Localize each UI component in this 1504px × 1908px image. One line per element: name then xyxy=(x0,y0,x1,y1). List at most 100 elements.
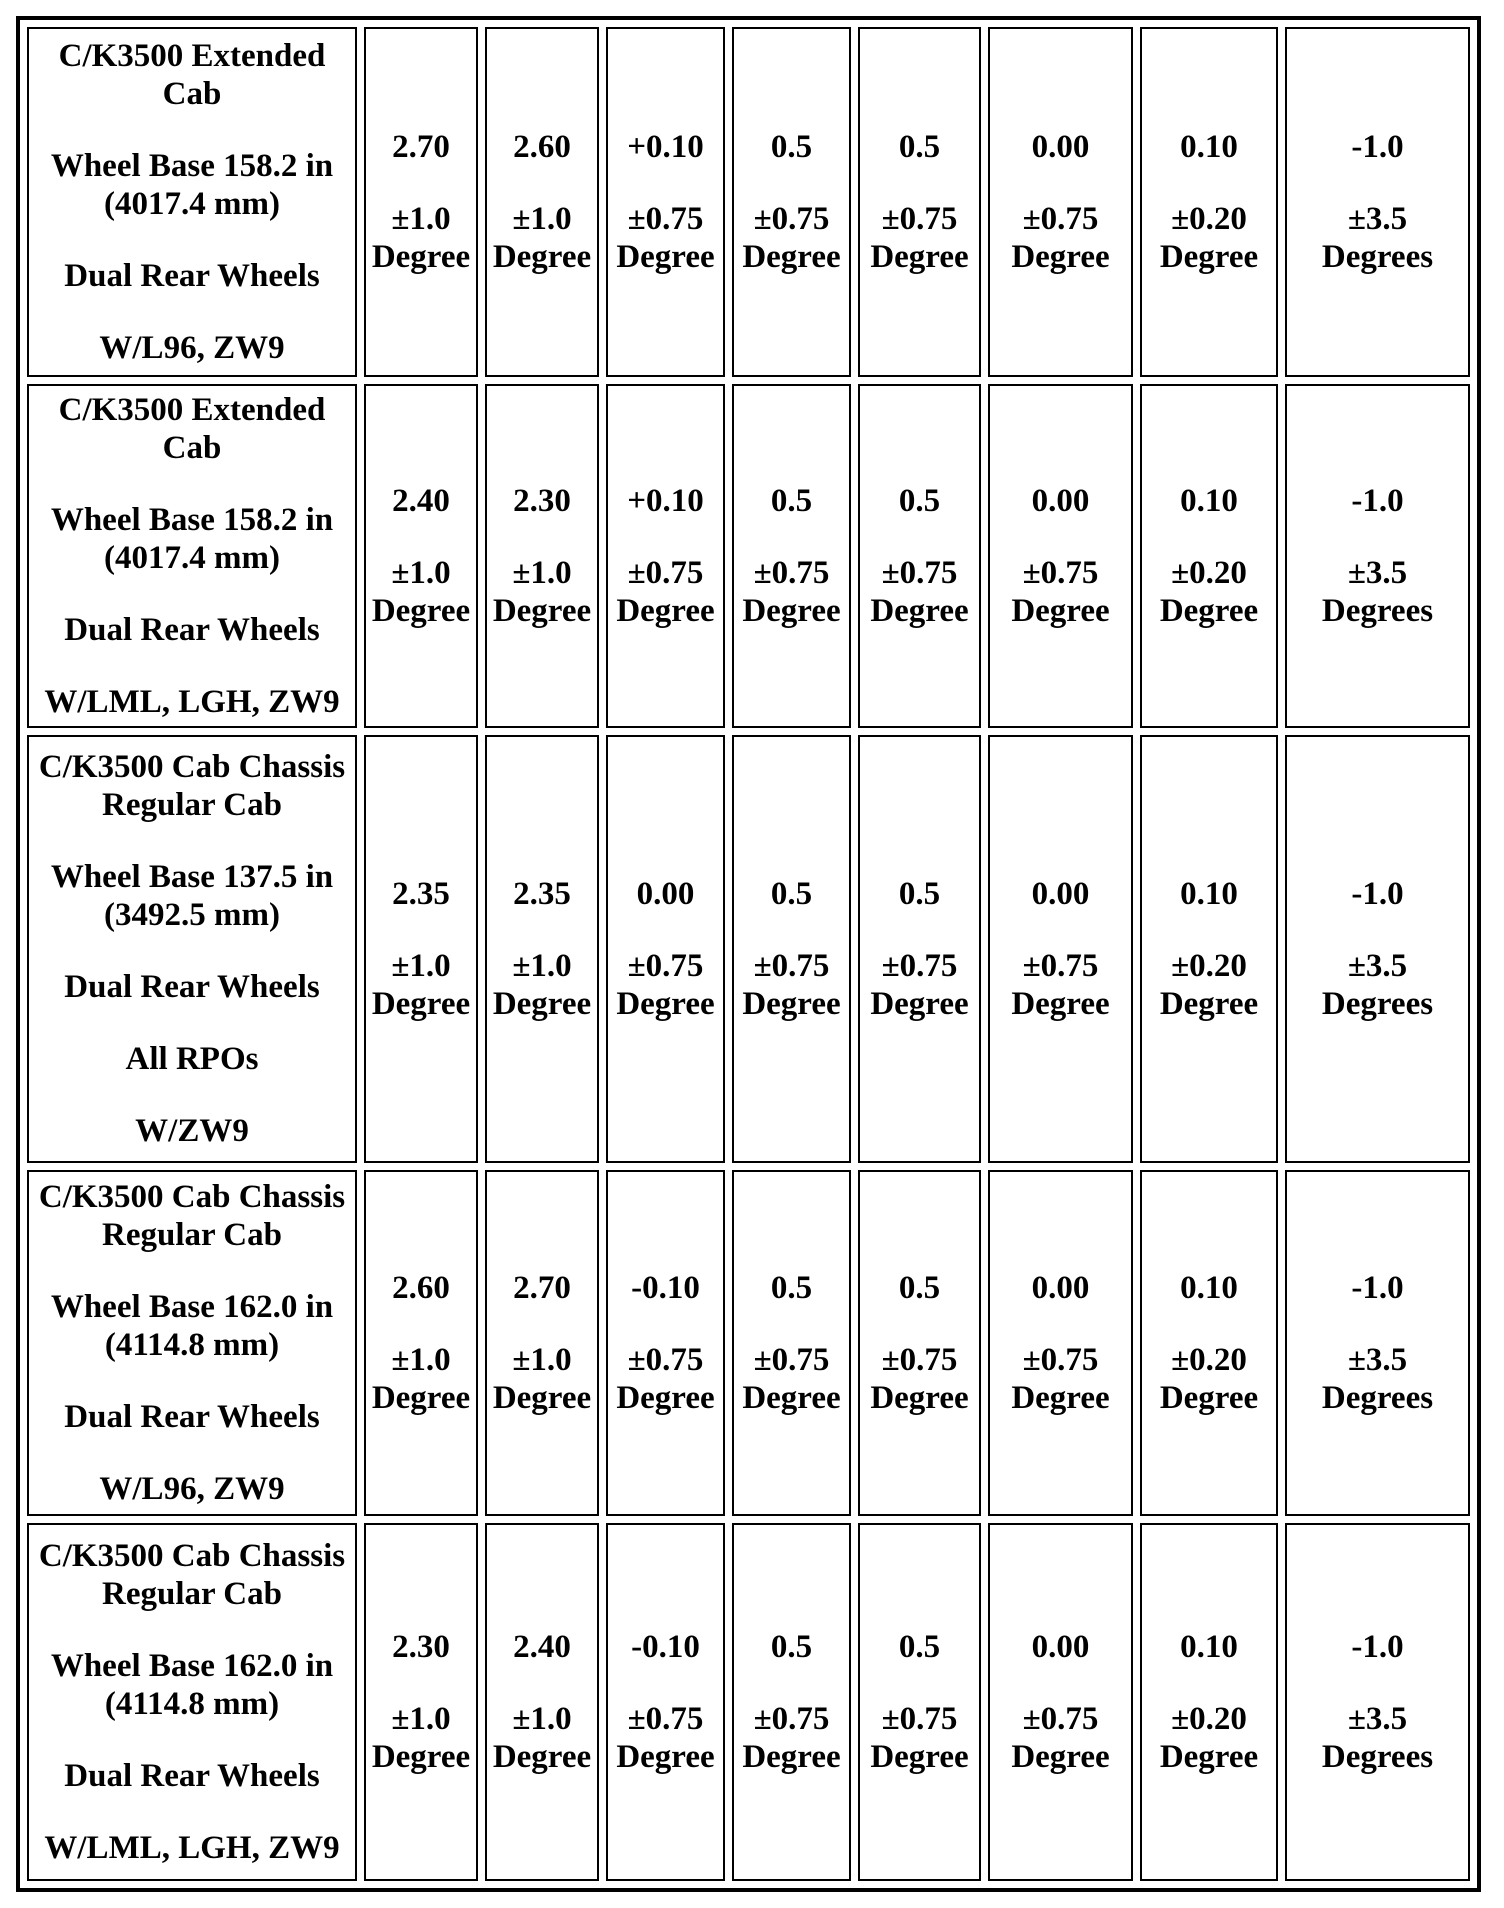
spec-unit: Degree xyxy=(742,239,841,275)
vehicle-rpo: W/LML, LGH, ZW9 xyxy=(44,684,340,720)
spec-value: 0.00 xyxy=(1031,876,1090,912)
spec-value: 0.5 xyxy=(898,129,941,165)
spec-tolerance: ±0.20 xyxy=(1171,1701,1247,1737)
spec-cell: 0.5 ±0.75 Degree xyxy=(732,735,851,1163)
spec-cell: 0.5 ±0.75 Degree xyxy=(732,384,851,728)
spec-cell: 2.60 ±1.0 Degree xyxy=(485,27,599,377)
spec-cell: 0.00 ±0.75 Degree xyxy=(988,1523,1133,1881)
vehicle-wheels: Dual Rear Wheels xyxy=(64,969,320,1005)
spec-tolerance: ±0.20 xyxy=(1171,1342,1247,1378)
spec-tolerance: ±0.75 xyxy=(627,555,704,591)
spec-cell: -1.0 ±3.5 Degrees xyxy=(1285,27,1470,377)
spec-cell: 0.5 ±0.75 Degree xyxy=(858,1523,981,1881)
spec-unit: Degree xyxy=(742,593,841,629)
vehicle-description-cell: C/K3500 Extended Cab Wheel Base 158.2 in… xyxy=(27,27,357,377)
spec-cell: 0.10 ±0.20 Degree xyxy=(1140,1523,1278,1881)
spec-unit: Degree xyxy=(492,593,592,629)
vehicle-wheelbase: Wheel Base 162.0 in (4114.8 mm) xyxy=(50,1289,334,1363)
spec-tolerance: ±1.0 xyxy=(391,1342,451,1378)
spec-tolerance: ±0.75 xyxy=(881,1701,958,1737)
spec-value: 0.5 xyxy=(770,483,813,519)
spec-value: 0.5 xyxy=(898,876,941,912)
spec-cell: 0.10 ±0.20 Degree xyxy=(1140,1170,1278,1516)
spec-unit: Degree xyxy=(371,239,471,275)
spec-tolerance: ±0.75 xyxy=(753,948,830,984)
spec-tolerance: ±1.0 xyxy=(391,948,451,984)
spec-unit: Degree xyxy=(1159,1380,1259,1416)
spec-cell: +0.10 ±0.75 Degree xyxy=(606,384,725,728)
spec-value: 0.10 xyxy=(1180,129,1238,165)
spec-tolerance: ±0.75 xyxy=(1022,948,1099,984)
spec-cell: 0.00 ±0.75 Degree xyxy=(988,27,1133,377)
spec-cell: 0.00 ±0.75 Degree xyxy=(988,735,1133,1163)
spec-cell: 0.10 ±0.20 Degree xyxy=(1140,735,1278,1163)
spec-unit: Degree xyxy=(1159,986,1259,1022)
vehicle-wheels: Dual Rear Wheels xyxy=(64,1758,320,1794)
spec-value: -0.10 xyxy=(631,1629,700,1665)
spec-cell: 2.30 ±1.0 Degree xyxy=(364,1523,478,1881)
spec-tolerance: ±0.20 xyxy=(1171,201,1247,237)
spec-tolerance: ±0.75 xyxy=(753,201,830,237)
spec-value: 2.35 xyxy=(513,876,571,912)
spec-unit: Degree xyxy=(1011,1380,1110,1416)
spec-tolerance: ±1.0 xyxy=(512,948,572,984)
spec-cell: -1.0 ±3.5 Degrees xyxy=(1285,1523,1470,1881)
spec-tolerance: ±3.5 xyxy=(1347,948,1408,984)
spec-value: 0.5 xyxy=(898,1270,941,1306)
spec-value: 0.10 xyxy=(1180,876,1238,912)
spec-tolerance: ±1.0 xyxy=(512,1342,572,1378)
spec-tolerance: ±0.75 xyxy=(753,555,830,591)
table-row: C/K3500 Cab Chassis Regular Cab Wheel Ba… xyxy=(27,1523,1470,1881)
spec-cell: 2.30 ±1.0 Degree xyxy=(485,384,599,728)
spec-value: 2.70 xyxy=(513,1270,571,1306)
spec-tolerance: ±1.0 xyxy=(391,201,451,237)
spec-unit: Degree xyxy=(742,1739,841,1775)
spec-value: 0.5 xyxy=(770,1270,813,1306)
vehicle-description-cell: C/K3500 Cab Chassis Regular Cab Wheel Ba… xyxy=(27,735,357,1163)
vehicle-wheelbase: Wheel Base 158.2 in (4017.4 mm) xyxy=(50,148,334,222)
vehicle-model: C/K3500 Cab Chassis Regular Cab xyxy=(38,749,346,823)
vehicle-rpo: W/L96, ZW9 xyxy=(99,330,285,366)
spec-value: 0.10 xyxy=(1180,1270,1238,1306)
spec-tolerance: ±0.75 xyxy=(627,948,704,984)
spec-cell: -0.10 ±0.75 Degree xyxy=(606,1523,725,1881)
spec-unit: Degree xyxy=(371,593,471,629)
spec-unit: Degree xyxy=(1011,1739,1110,1775)
spec-cell: 0.5 ±0.75 Degree xyxy=(732,27,851,377)
spec-cell: 2.40 ±1.0 Degree xyxy=(485,1523,599,1881)
vehicle-wheels: Dual Rear Wheels xyxy=(64,1399,320,1435)
spec-unit: Degree xyxy=(371,1739,471,1775)
spec-tolerance: ±0.75 xyxy=(881,948,958,984)
spec-value: -1.0 xyxy=(1351,1270,1404,1306)
vehicle-wheelbase: Wheel Base 158.2 in (4017.4 mm) xyxy=(50,502,334,576)
spec-value: 0.10 xyxy=(1180,1629,1238,1665)
spec-value: -1.0 xyxy=(1351,1629,1404,1665)
spec-tolerance: ±1.0 xyxy=(391,1701,451,1737)
spec-tolerance: ±0.75 xyxy=(1022,201,1099,237)
spec-value: +0.10 xyxy=(627,483,704,519)
spec-unit: Degree xyxy=(371,1380,471,1416)
spec-value: 0.00 xyxy=(636,876,695,912)
vehicle-wheels: Dual Rear Wheels xyxy=(64,612,320,648)
spec-tolerance: ±0.75 xyxy=(881,201,958,237)
spec-tolerance: ±0.20 xyxy=(1171,555,1247,591)
spec-cell: 0.5 ±0.75 Degree xyxy=(732,1170,851,1516)
spec-unit: Degree xyxy=(1011,986,1110,1022)
table-row: C/K3500 Cab Chassis Regular Cab Wheel Ba… xyxy=(27,1170,1470,1516)
vehicle-wheelbase: Wheel Base 162.0 in (4114.8 mm) xyxy=(50,1648,334,1722)
spec-tolerance: ±0.75 xyxy=(1022,555,1099,591)
spec-unit: Degrees xyxy=(1321,239,1434,275)
spec-unit: Degree xyxy=(492,1380,592,1416)
spec-tolerance: ±0.75 xyxy=(1022,1342,1099,1378)
spec-unit: Degree xyxy=(492,239,592,275)
vehicle-description-cell: C/K3500 Extended Cab Wheel Base 158.2 in… xyxy=(27,384,357,728)
spec-unit: Degree xyxy=(870,239,969,275)
spec-tolerance: ±0.75 xyxy=(881,555,958,591)
spec-tolerance: ±3.5 xyxy=(1347,201,1408,237)
spec-unit: Degrees xyxy=(1321,593,1434,629)
vehicle-rpo: W/ZW9 xyxy=(135,1113,249,1149)
spec-value: 0.00 xyxy=(1031,1629,1090,1665)
spec-value: 2.60 xyxy=(392,1270,450,1306)
spec-cell: 2.60 ±1.0 Degree xyxy=(364,1170,478,1516)
spec-value: -1.0 xyxy=(1351,129,1404,165)
